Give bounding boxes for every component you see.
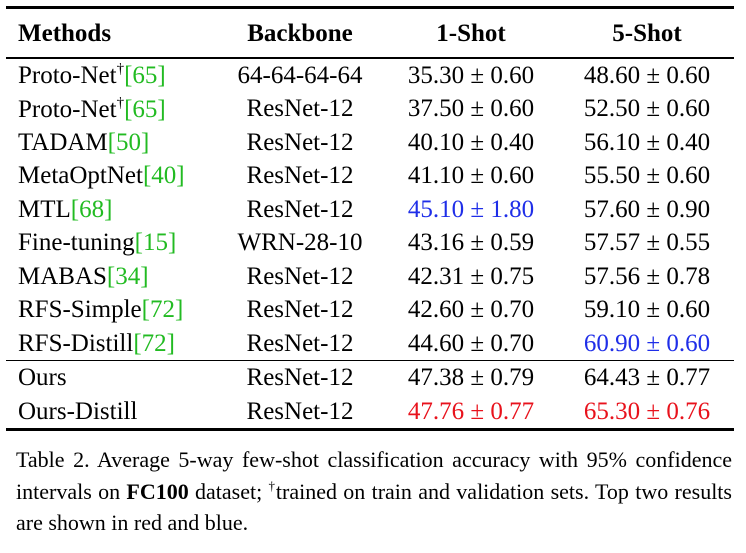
group-separator-rule: [6, 360, 734, 362]
header-1-shot: 1-Shot: [436, 19, 506, 47]
method-name: Proto-Net: [18, 95, 117, 123]
header-rule: [6, 57, 734, 59]
bottom-rule: [6, 428, 734, 432]
five-shot-cell-second-best: 60.90 ± 0.60: [583, 329, 711, 357]
table-row: TADAM[50] ResNet-12 40.10 ± 0.40 56.10 ±…: [6, 126, 734, 160]
top-rule: [6, 6, 734, 9]
five-shot-cell: 57.57 ± 0.55: [583, 229, 711, 257]
header-methods: Methods: [18, 19, 112, 47]
method-cell: MTL[68]: [6, 197, 218, 222]
header-5-shot: 5-Shot: [612, 19, 682, 47]
backbone-cell: ResNet-12: [246, 329, 354, 357]
method-cell: TADAM[50]: [6, 130, 218, 155]
method-cell: RFS-Simple[72]: [6, 297, 218, 322]
table-row: RFS-Simple[72] ResNet-12 42.60 ± 0.70 59…: [6, 293, 734, 327]
backbone-cell: ResNet-12: [246, 128, 354, 156]
method-name: RFS-Simple: [18, 296, 142, 324]
method-name: Ours-Distill: [18, 397, 138, 425]
method-cell: Proto-Net†[65]: [6, 94, 218, 123]
backbone-cell: ResNet-12: [246, 296, 354, 324]
table-row: MTL[68] ResNet-12 45.10 ± 1.80 57.60 ± 0…: [6, 193, 734, 227]
one-shot-cell: 42.31 ± 0.75: [407, 262, 535, 290]
backbone-cell: ResNet-12: [246, 195, 354, 223]
caption-text: dataset;: [188, 478, 269, 504]
five-shot-cell: 59.10 ± 0.60: [583, 296, 711, 324]
five-shot-cell: 56.10 ± 0.40: [583, 128, 711, 156]
method-cell: Proto-Net†[65]: [6, 61, 218, 90]
five-shot-cell: 57.56 ± 0.78: [583, 262, 711, 290]
method-name: Proto-Net: [18, 62, 117, 90]
citation-link[interactable]: [68]: [70, 195, 113, 223]
caption-dataset: FC100: [126, 478, 189, 504]
one-shot-cell-second-best: 45.10 ± 1.80: [407, 195, 535, 223]
one-shot-cell: 43.16 ± 0.59: [407, 229, 535, 257]
citation-link[interactable]: [15]: [134, 229, 177, 257]
method-cell: Fine-tuning[15]: [6, 230, 218, 255]
table-header-row: Methods Backbone 1-Shot 5-Shot: [6, 9, 734, 57]
method-name: MABAS: [18, 262, 107, 290]
table-row: MABAS[34] ResNet-12 42.31 ± 0.75 57.56 ±…: [6, 260, 734, 294]
one-shot-cell: 44.60 ± 0.70: [407, 329, 535, 357]
citation-link[interactable]: [72]: [141, 296, 184, 324]
one-shot-cell: 40.10 ± 0.40: [407, 128, 535, 156]
method-cell: MABAS[34]: [6, 264, 218, 289]
citation-link[interactable]: [65]: [124, 62, 166, 90]
method-name: MTL: [18, 195, 71, 223]
five-shot-cell: 48.60 ± 0.60: [583, 61, 711, 89]
backbone-cell: 64-64-64-64: [237, 61, 363, 89]
method-name: MetaOptNet: [18, 162, 143, 190]
table-row: MetaOptNet[40] ResNet-12 41.10 ± 0.60 55…: [6, 159, 734, 193]
citation-link[interactable]: [72]: [133, 329, 175, 357]
caption-dagger: †: [268, 477, 276, 493]
backbone-cell: ResNet-12: [246, 397, 354, 425]
table-row: Proto-Net†[65] ResNet-12 37.50 ± 0.60 52…: [6, 92, 734, 126]
table-caption: Table 2. Average 5-way few-shot classifi…: [16, 444, 732, 539]
backbone-cell: ResNet-12: [246, 95, 354, 123]
table-row: Fine-tuning[15] WRN-28-10 43.16 ± 0.59 5…: [6, 226, 734, 260]
citation-link[interactable]: [65]: [124, 95, 166, 123]
method-name: RFS-Distill: [18, 329, 134, 357]
dagger-mark: †: [116, 94, 125, 111]
method-cell: Ours: [6, 365, 218, 390]
five-shot-cell: 57.60 ± 0.90: [583, 195, 711, 223]
backbone-cell: ResNet-12: [246, 262, 354, 290]
method-name: Fine-tuning: [18, 229, 135, 257]
method-name: TADAM: [18, 128, 108, 156]
method-cell: Ours-Distill: [6, 399, 218, 424]
one-shot-cell: 37.50 ± 0.60: [407, 95, 535, 123]
results-table: Methods Backbone 1-Shot 5-Shot Proto-Net…: [6, 6, 734, 432]
caption-text: trained on train and validation sets. To…: [16, 478, 732, 536]
method-cell: MetaOptNet[40]: [6, 163, 218, 188]
caption-text: Table 2. Average 5-way few-shot classifi…: [16, 447, 732, 504]
five-shot-cell: 55.50 ± 0.60: [583, 162, 711, 190]
method-name: Ours: [18, 364, 67, 392]
backbone-cell: WRN-28-10: [237, 229, 363, 257]
table-row: Proto-Net†[65] 64-64-64-64 35.30 ± 0.60 …: [6, 59, 734, 93]
one-shot-cell-best: 47.76 ± 0.77: [407, 397, 535, 425]
header-backbone: Backbone: [247, 19, 353, 47]
five-shot-cell: 52.50 ± 0.60: [583, 95, 711, 123]
citation-link[interactable]: [34]: [106, 262, 149, 290]
backbone-cell: ResNet-12: [246, 162, 354, 190]
five-shot-cell-best: 65.30 ± 0.76: [583, 397, 711, 425]
citation-link[interactable]: [40]: [142, 162, 185, 190]
backbone-cell: ResNet-12: [246, 364, 354, 392]
one-shot-cell: 35.30 ± 0.60: [407, 61, 535, 89]
table-row: Ours ResNet-12 47.38 ± 0.79 64.43 ± 0.77: [6, 361, 734, 395]
citation-link[interactable]: [50]: [107, 128, 150, 156]
one-shot-cell: 41.10 ± 0.60: [407, 162, 535, 190]
five-shot-cell: 64.43 ± 0.77: [583, 364, 711, 392]
table-row: RFS-Distill[72] ResNet-12 44.60 ± 0.70 6…: [6, 327, 734, 361]
one-shot-cell: 42.60 ± 0.70: [407, 296, 535, 324]
dagger-mark: †: [116, 61, 125, 78]
one-shot-cell: 47.38 ± 0.79: [407, 364, 535, 392]
method-cell: RFS-Distill[72]: [6, 331, 218, 356]
table-row: Ours-Distill ResNet-12 47.76 ± 0.77 65.3…: [6, 395, 734, 429]
